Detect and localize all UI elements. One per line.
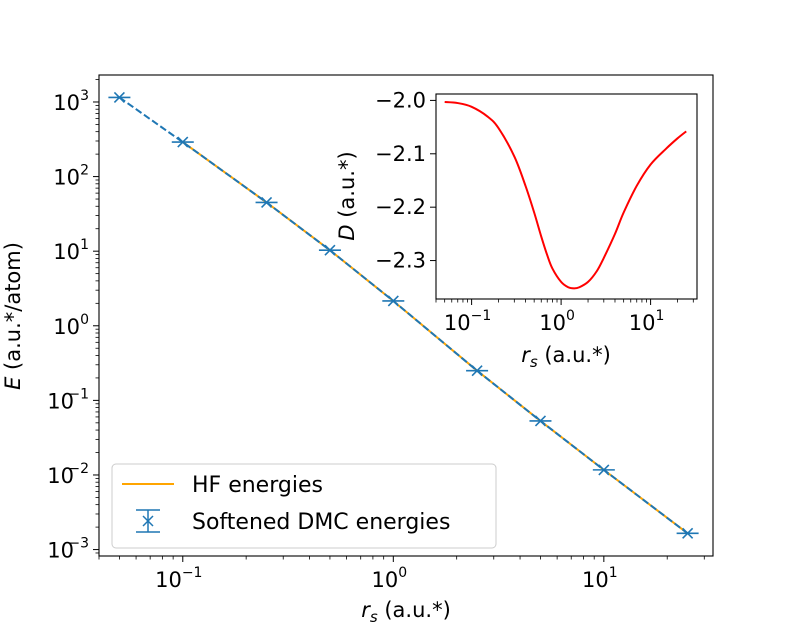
- main-markers-group: [108, 91, 699, 539]
- legend-dmc-label: Softened DMC energies: [192, 510, 450, 535]
- svg-text:10: 10: [53, 91, 80, 115]
- inset-x-ticks: 10−1 100 101: [435, 299, 694, 335]
- inset-y-tick-label: −2.3: [375, 249, 436, 273]
- main-y-axis-label: E (a.u.*/atom): [1, 242, 25, 390]
- svg-text:2: 2: [80, 163, 89, 179]
- svg-text:−2.1: −2.1: [375, 142, 426, 166]
- inset-d-curve: [444, 101, 687, 290]
- legend-frame: [111, 463, 497, 549]
- svg-text:1: 1: [80, 237, 89, 253]
- legend-dmc-swatch: [136, 509, 160, 533]
- svg-text:10: 10: [53, 240, 80, 264]
- inset-y-tick-label: −2.1: [375, 142, 436, 166]
- svg-text:10: 10: [53, 315, 80, 339]
- svg-text:10: 10: [53, 166, 80, 190]
- dmc-point: [676, 527, 699, 539]
- svg-text:−2.3: −2.3: [375, 249, 426, 273]
- main-y-tick-label: 10 2: [53, 163, 99, 190]
- dmc-point: [255, 196, 278, 209]
- dmc-point: [466, 365, 489, 377]
- svg-text:−2.0: −2.0: [375, 88, 426, 112]
- inset-plot-area: [436, 94, 697, 299]
- inset-y-ticks: −2.0 −2.1 −2.2 −2.3: [375, 88, 436, 273]
- main-x-axis-label: rs (a.u.*): [361, 598, 451, 626]
- svg-text:−2.2: −2.2: [375, 195, 426, 219]
- legend-hf-label: HF energies: [192, 473, 323, 498]
- main-y-tick-label: 10 3: [53, 88, 99, 115]
- legend: HF energies Softened DMC energies: [111, 463, 497, 549]
- main-x-tick-label: 101: [582, 556, 618, 592]
- inset-x-axis-label: rs (a.u.*): [521, 343, 611, 371]
- main-axes-frame: [98, 74, 714, 557]
- dmc-point: [318, 244, 341, 256]
- svg-text:0: 0: [80, 312, 89, 328]
- svg-text:−2: −2: [68, 461, 89, 477]
- inset-axes-frame: [435, 93, 698, 300]
- inset-y-tick-label: −2.0: [375, 88, 436, 112]
- svg-text:10: 10: [47, 389, 74, 413]
- inset-series-group: [444, 101, 687, 290]
- dmc-point: [592, 464, 615, 476]
- svg-text:10: 10: [47, 539, 74, 563]
- inset-y-tick-label: −2.2: [375, 195, 436, 219]
- inset-axes: 10−1 100 101 −2.0 −2.1 −2.2 −2.3 rs (a.u.*) D…: [335, 88, 698, 371]
- inset-y-axis-label: D (a.u.*): [335, 151, 359, 240]
- dmc-point: [171, 136, 194, 148]
- svg-text:−3: −3: [68, 536, 89, 552]
- svg-text:−1: −1: [68, 386, 89, 402]
- svg-text:10: 10: [47, 464, 74, 488]
- svg-text:3: 3: [80, 88, 89, 104]
- main-y-tick-label: 10−2: [47, 461, 99, 488]
- main-y-tick-label: 10−1: [47, 386, 99, 413]
- main-y-tick-label: 10−3: [47, 536, 99, 563]
- main-y-tick-label: 10 1: [53, 237, 99, 264]
- main-y-tick-label: 10 0: [53, 312, 99, 339]
- dmc-point: [382, 295, 405, 307]
- dmc-point: [108, 91, 131, 104]
- dmc-point: [529, 415, 552, 427]
